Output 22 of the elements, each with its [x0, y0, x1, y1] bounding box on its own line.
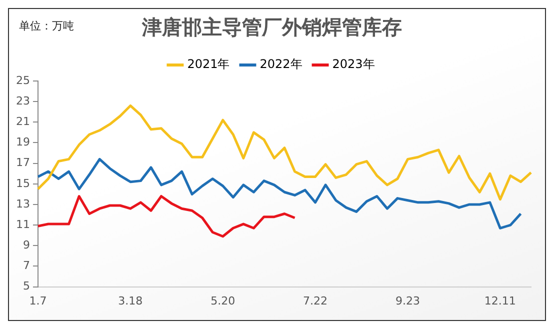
y-tick-label: 23	[16, 94, 30, 108]
x-tick-label: 5.20	[210, 294, 236, 308]
x-tick-label: 9.23	[396, 294, 420, 308]
legend-label: 2022年	[260, 57, 302, 72]
y-tick-label: 13	[16, 197, 30, 210]
x-tick-label: 7.22	[303, 294, 328, 308]
y-tick-label: 11	[16, 218, 30, 231]
legend-label: 2021年	[187, 57, 230, 72]
y-tick-label: 9	[22, 238, 30, 252]
y-tick-label: 17	[16, 156, 30, 170]
y-tick-label: 25	[16, 74, 30, 87]
y-tick-label: 15	[16, 176, 30, 190]
chart-title: 津唐邯主导管厂外销焊管库存	[141, 15, 402, 40]
y-tick-label: 5	[22, 280, 30, 293]
x-tick-label: 3.18	[118, 294, 143, 308]
y-tick-label: 7	[22, 259, 30, 272]
text: 单位：万吨	[19, 19, 74, 32]
y-tick-label: 21	[16, 115, 30, 128]
legend-label: 2023年	[332, 57, 375, 72]
x-tick-label: 12.11	[484, 294, 516, 308]
x-tick-label: 1.7	[29, 294, 47, 308]
y-tick-label: 19	[16, 136, 30, 149]
